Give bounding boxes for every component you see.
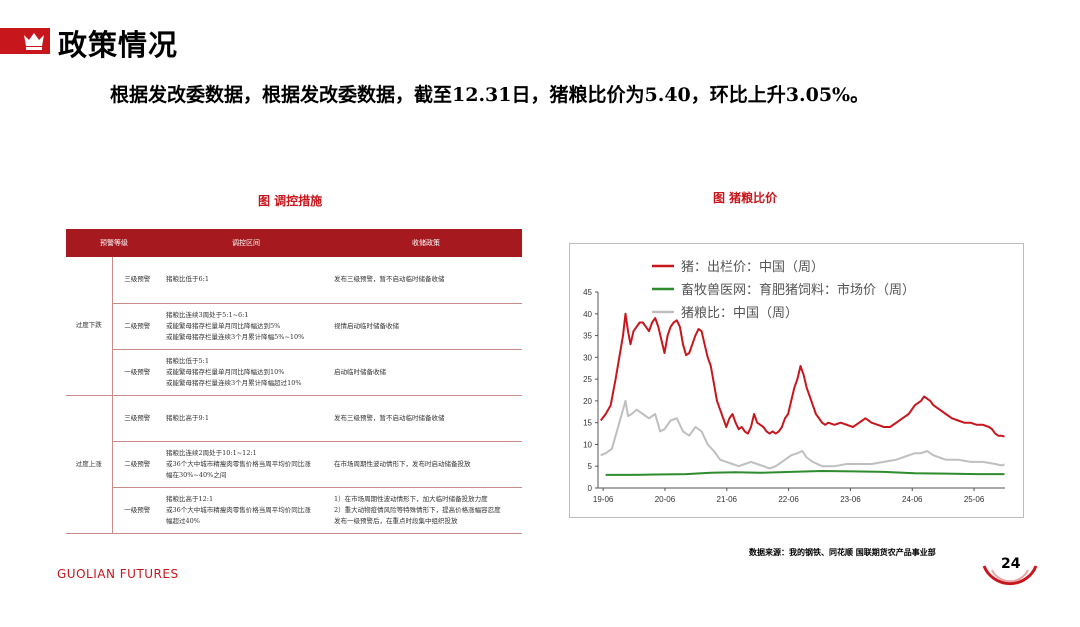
range-line: 幅超过40%	[166, 516, 200, 525]
range-line: 或36个大中城市精瘦肉零售价格当周平均价同比涨	[166, 505, 311, 514]
y-tick-label: 10	[583, 440, 592, 449]
range-line: 猪粮比高于9:1	[166, 413, 209, 422]
policy-cell: 发布三级预警，暂不启动临时储备收储	[330, 395, 522, 442]
policy-line: 发布三级预警，暂不启动临时储备收储	[334, 413, 445, 422]
y-tick-label: 5	[588, 462, 593, 471]
range-cell: 猪粮比连续3周处于5:1~6:1 或能繁母猪存栏量单月同比降幅达到5% 或能繁母…	[162, 303, 330, 350]
policy-cell: 视情启动临时储备收储	[330, 303, 522, 350]
y-tick-label: 0	[588, 484, 593, 493]
chart-frame: 0 5 10 15 20 25 30 35 40 45 19-06 20-06 21-06 22-06 23…	[569, 243, 1024, 518]
range-cell: 猪粮比高于12:1 或36个大中城市精瘦肉零售价格当周平均价同比涨 幅超过40%	[162, 487, 330, 534]
table-row: 过度下跌 三级预警 猪粮比低于6:1 发布三级预警，暂不启动临时储备收储	[66, 257, 522, 396]
legend-label: 畜牧兽医网：育肥猪饲料：市场价（周）	[681, 282, 915, 298]
legend-label: 猪粮比：中国（周）	[681, 306, 798, 321]
range-line: 猪粮比连续2周处于10:1~12:1	[166, 448, 257, 457]
range-line: 猪粮比低于5:1	[166, 356, 209, 365]
page-number: 24	[1001, 556, 1021, 572]
y-tick-label: 15	[583, 419, 592, 428]
range-cell: 猪粮比高于9:1	[162, 395, 330, 442]
policy-cell: 1）在市场周期性波动情形下，加大临时储备投放力度 2）重大动物疫情风险等特殊情形…	[330, 487, 522, 534]
range-line: 或能繁母猪存栏量单月同比降幅达到5%	[166, 321, 281, 330]
x-tick-label: 25-06	[964, 495, 985, 504]
level-cell: 二级预警	[112, 303, 162, 350]
table-row: 过度上涨 三级预警 猪粮比高于9:1 发布三级预警，暂不启动临时储备收储	[66, 395, 522, 534]
y-tick-label: 25	[583, 375, 592, 384]
crown-icon	[24, 33, 44, 50]
y-tick-label: 35	[583, 332, 592, 341]
table-header-row: 预警等级 调控区间 收储政策	[66, 229, 522, 257]
x-tick-label: 22-06	[778, 495, 799, 504]
legend-label: 猪：出栏价：中国（周）	[681, 260, 824, 275]
policy-line: 2）重大动物疫情风险等特殊情形下，提高价格涨幅容忍度	[334, 505, 501, 514]
x-tick-label: 24-06	[902, 495, 923, 504]
range-cell: 猪粮比低于5:1 或能繁母猪存栏量单月同比降幅达到10% 或能繁母猪存栏量连续3…	[162, 349, 330, 396]
y-tick-label: 20	[583, 397, 592, 406]
x-tick-label: 23-06	[840, 495, 861, 504]
direction-cell: 过度上涨	[66, 395, 113, 534]
x-tick-label: 20-06	[655, 495, 676, 504]
policy-line: 在市场周期性波动情形下，发布时启动储备投放	[334, 459, 471, 468]
policy-table: 预警等级 调控区间 收储政策 过度下跌 三级预警 猪粮比低于6:1 发布三级预警…	[66, 229, 522, 534]
table-caption: 图 调控措施	[258, 194, 323, 208]
direction-cell: 过度下跌	[66, 257, 113, 396]
range-line: 幅在30%~40%之间	[166, 470, 227, 479]
range-line: 猪粮比低于6:1	[166, 275, 209, 284]
level-cell: 二级预警	[112, 441, 162, 488]
policy-line: 1）在市场周期性波动情形下，加大临时储备投放力度	[334, 494, 488, 503]
level-cell: 三级预警	[112, 257, 162, 304]
table-row: 一级预警 猪粮比低于5:1 或能繁母猪存栏量单月同比降幅达到10% 或能繁母猪存…	[66, 349, 522, 396]
summary-text: 根据发改委数据，根据发改委数据，截至12.31日，猪粮比价为5.40，环比上升3…	[110, 84, 870, 106]
header-policy: 收储政策	[330, 229, 522, 257]
series-line	[600, 399, 1005, 470]
chart-caption: 图 猪粮比价	[713, 191, 778, 205]
x-tick-label: 21-06	[717, 495, 738, 504]
y-tick-label: 30	[583, 353, 592, 362]
header-level: 预警等级	[66, 229, 162, 257]
level-cell: 三级预警	[112, 395, 162, 442]
y-tick-label: 40	[583, 310, 592, 319]
table-row: 一级预警 猪粮比高于12:1 或36个大中城市精瘦肉零售价格当周平均价同比涨 幅…	[66, 487, 522, 534]
series-line	[605, 470, 1005, 476]
range-line: 或能繁母猪存栏量单月同比降幅达到10%	[166, 367, 285, 376]
policy-line: 发布一级预警后，在重点时段集中组织投放	[334, 516, 458, 525]
table-row: 二级预警 猪粮比连续3周处于5:1~6:1 或能繁母猪存栏量单月同比降幅达到5%…	[66, 303, 522, 350]
level-cell: 一级预警	[112, 487, 162, 534]
header-range: 调控区间	[162, 229, 330, 257]
page-corner-decoration	[982, 565, 1038, 586]
series-line	[600, 312, 1005, 438]
range-line: 猪粮比高于12:1	[166, 494, 214, 503]
table-row: 二级预警 猪粮比连续2周处于10:1~12:1 或36个大中城市精瘦肉零售价格当…	[66, 441, 522, 488]
page-title: 政策情况	[58, 28, 179, 62]
policy-line: 视情启动临时储备收储	[334, 321, 399, 330]
range-cell: 猪粮比低于6:1	[162, 257, 330, 304]
range-line: 或能繁母猪存栏量连续3个月累计降幅超过10%	[166, 378, 302, 387]
x-tick-label: 19-06	[593, 495, 614, 504]
level-cell: 一级预警	[112, 349, 162, 396]
range-line: 或能繁母猪存栏量连续3个月累计降幅5%~10%	[166, 332, 305, 341]
y-tick-label: 45	[583, 288, 592, 297]
range-line: 猪粮比连续3周处于5:1~6:1	[166, 310, 249, 319]
range-cell: 猪粮比连续2周处于10:1~12:1 或36个大中城市精瘦肉零售价格当周平均价同…	[162, 441, 330, 488]
company-logo: GUOLIAN FUTURES	[57, 567, 179, 581]
policy-line: 启动临时储备收储	[334, 367, 386, 376]
source-note: 数据来源：我的钢铁、同花顺 国联期货农产品事业部	[749, 548, 936, 557]
policy-cell: 启动临时储备收储	[330, 349, 522, 396]
policy-cell: 发布三级预警，暂不启动临时储备收储	[330, 257, 522, 304]
pig-grain-chart: 0 5 10 15 20 25 30 35 40 45 19-06 20-06 21-06 22-06 23…	[583, 260, 1005, 504]
policy-line: 发布三级预警，暂不启动临时储备收储	[334, 275, 445, 284]
range-line: 或36个大中城市精瘦肉零售价格当周平均价同比涨	[166, 459, 311, 468]
policy-cell: 在市场周期性波动情形下，发布时启动储备投放	[330, 441, 522, 488]
